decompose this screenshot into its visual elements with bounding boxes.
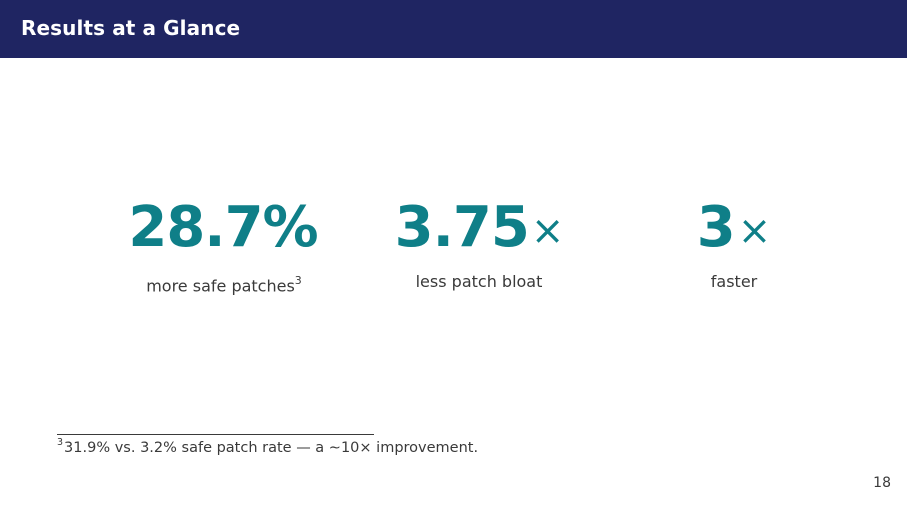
stat-number: 28.7% bbox=[128, 195, 318, 260]
footnote-divider bbox=[57, 434, 374, 435]
footnote-text: 31.9% vs. 3.2% safe patch rate — a ∼10× … bbox=[64, 439, 479, 456]
stat-label: more safe patches3 bbox=[104, 274, 344, 296]
page-number: 18 bbox=[873, 475, 891, 491]
stat-number: 3.75 bbox=[394, 195, 530, 260]
footnote: 331.9% vs. 3.2% safe patch rate — a ∼10×… bbox=[57, 437, 479, 456]
stat-value: 28.7% bbox=[104, 200, 344, 256]
stat-speed: 3× faster bbox=[614, 200, 854, 292]
stat-label-text: less patch bloat bbox=[415, 272, 543, 291]
footnote-ref[interactable]: 3 bbox=[294, 274, 302, 287]
stat-label: less patch bloat bbox=[359, 272, 599, 291]
footnote-marker: 3 bbox=[57, 437, 64, 448]
times-symbol: × bbox=[737, 208, 772, 254]
stat-label: faster bbox=[614, 272, 854, 291]
slide-header: Results at a Glance bbox=[0, 0, 907, 58]
stat-safe-patches: 28.7% more safe patches3 bbox=[104, 200, 344, 296]
stat-label-text: faster bbox=[710, 272, 758, 291]
times-symbol: × bbox=[530, 208, 565, 254]
stat-number: 3 bbox=[696, 195, 736, 260]
stat-value: 3.75× bbox=[359, 200, 599, 256]
stat-patch-bloat: 3.75× less patch bloat bbox=[359, 200, 599, 292]
stat-value: 3× bbox=[614, 200, 854, 256]
stat-label-text: more safe patches bbox=[146, 276, 295, 296]
slide-title: Results at a Glance bbox=[21, 16, 241, 40]
